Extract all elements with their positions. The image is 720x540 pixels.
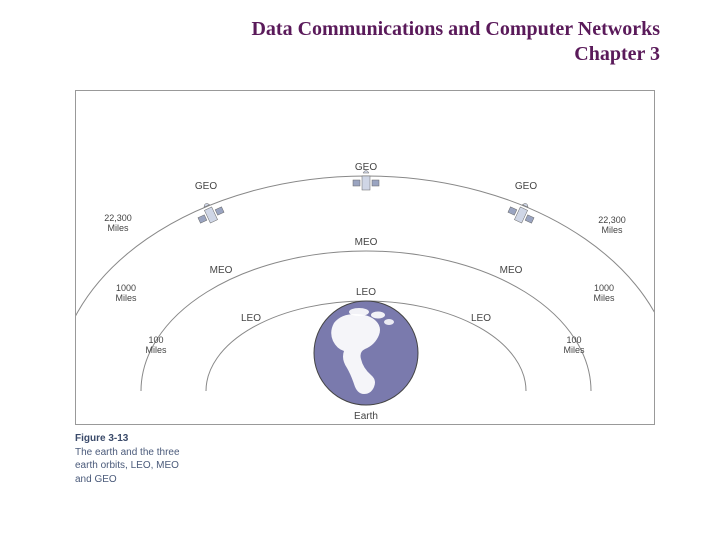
svg-text:Miles: Miles: [593, 293, 615, 303]
figure-number: Figure 3-13: [75, 433, 128, 444]
svg-text:1000: 1000: [116, 283, 136, 293]
caption-line: The earth and the three: [75, 447, 180, 458]
svg-text:100: 100: [148, 335, 163, 345]
svg-text:100: 100: [566, 335, 581, 345]
svg-text:22,300: 22,300: [104, 213, 132, 223]
svg-text:GEO: GEO: [515, 181, 537, 192]
svg-text:LEO: LEO: [356, 287, 376, 298]
caption-line: and GEO: [75, 474, 117, 485]
svg-text:Miles: Miles: [563, 345, 585, 355]
figure-container: LEOLEOLEO100Miles100MilesMEOMEOMEO1000Mi…: [75, 90, 655, 425]
earth-icon: [314, 301, 418, 405]
satellite-icon: [506, 198, 538, 227]
svg-text:MEO: MEO: [500, 265, 523, 276]
svg-text:LEO: LEO: [241, 313, 261, 324]
svg-text:MEO: MEO: [210, 265, 233, 276]
svg-text:GEO: GEO: [195, 181, 217, 192]
orbit-diagram: LEOLEOLEO100Miles100MilesMEOMEOMEO1000Mi…: [76, 91, 655, 425]
svg-text:Earth: Earth: [354, 411, 378, 422]
figure-caption: Figure 3-13 The earth and the three eart…: [75, 432, 180, 486]
svg-text:22,300: 22,300: [598, 215, 626, 225]
svg-text:1000: 1000: [594, 283, 614, 293]
svg-text:MEO: MEO: [355, 237, 378, 248]
caption-line: earth orbits, LEO, MEO: [75, 460, 179, 471]
slide-chapter: Chapter 3: [0, 43, 660, 66]
svg-text:Miles: Miles: [107, 223, 129, 233]
svg-text:LEO: LEO: [471, 313, 491, 324]
slide-title: Data Communications and Computer Network…: [0, 18, 660, 41]
satellite-icon: [353, 171, 379, 191]
svg-text:Miles: Miles: [115, 293, 137, 303]
svg-text:Miles: Miles: [145, 345, 167, 355]
satellite-icon: [194, 198, 226, 227]
slide-header: Data Communications and Computer Network…: [0, 0, 720, 66]
svg-text:Miles: Miles: [601, 225, 623, 235]
